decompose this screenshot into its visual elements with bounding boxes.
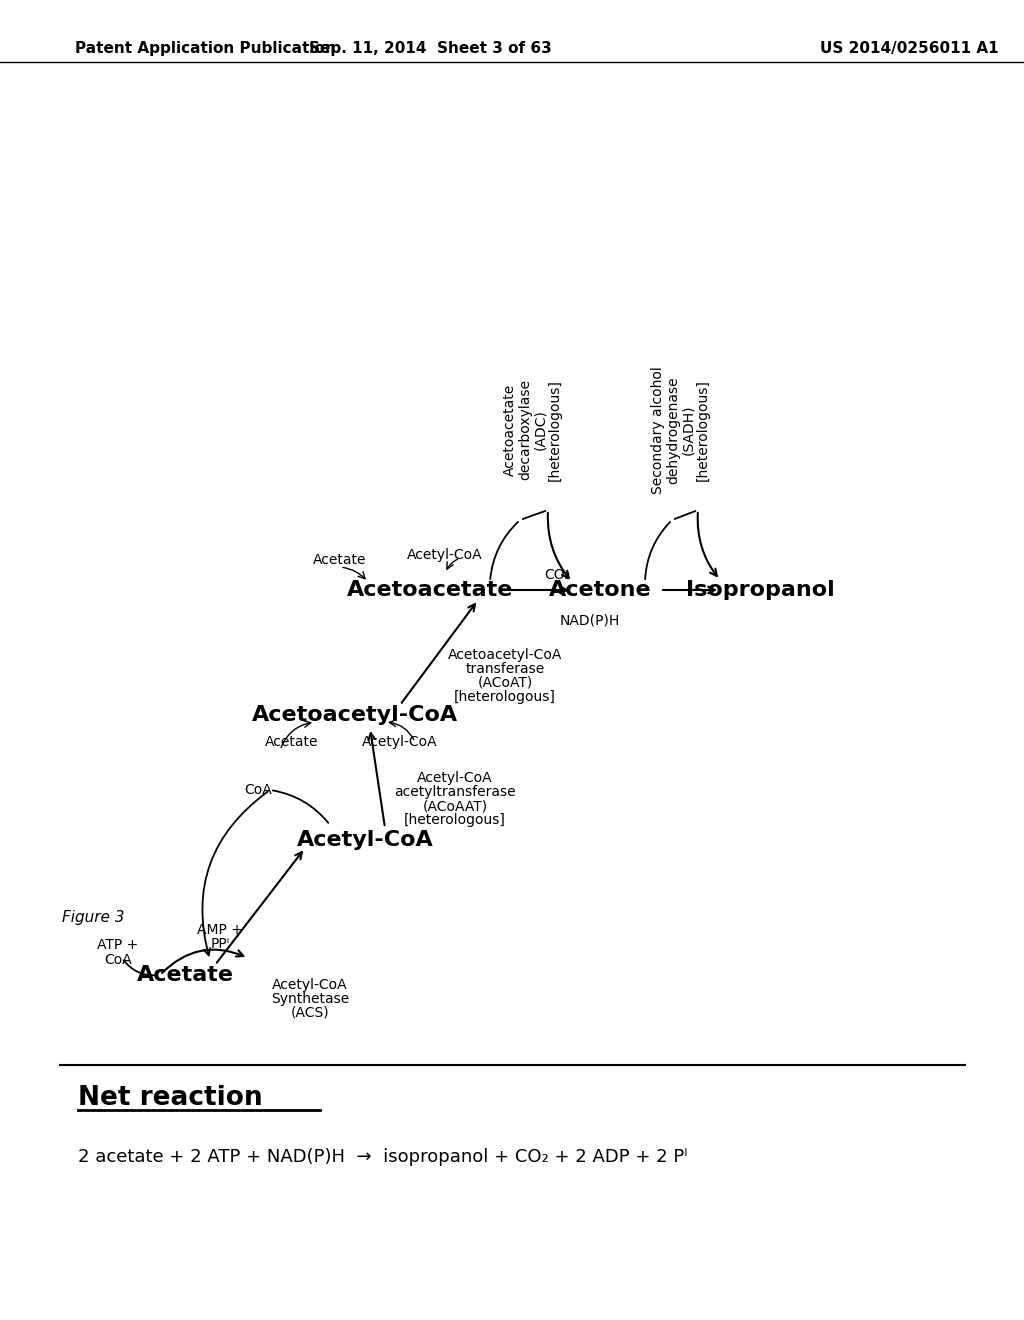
- Text: Acetyl-CoA: Acetyl-CoA: [297, 830, 433, 850]
- Text: (ADC): (ADC): [534, 409, 547, 450]
- Text: Patent Application Publication: Patent Application Publication: [75, 41, 336, 55]
- Text: (ACS): (ACS): [291, 1006, 330, 1020]
- Text: transferase: transferase: [465, 663, 545, 676]
- Text: CO₂: CO₂: [544, 568, 570, 582]
- Text: Sep. 11, 2014  Sheet 3 of 63: Sep. 11, 2014 Sheet 3 of 63: [308, 41, 551, 55]
- Text: Acetoacetate: Acetoacetate: [503, 384, 517, 477]
- Text: Figure 3: Figure 3: [62, 909, 125, 925]
- Text: decarboxylase: decarboxylase: [518, 380, 532, 480]
- Text: PPᴵ: PPᴵ: [210, 937, 229, 950]
- Text: Acetate: Acetate: [313, 553, 367, 568]
- Text: US 2014/0256011 A1: US 2014/0256011 A1: [820, 41, 998, 55]
- Text: [heterologous]: [heterologous]: [454, 690, 556, 704]
- Text: (SADH): (SADH): [681, 405, 695, 455]
- Text: CoA: CoA: [244, 783, 272, 797]
- Text: [heterologous]: [heterologous]: [404, 813, 506, 828]
- Text: (ACoAAT): (ACoAAT): [423, 799, 487, 813]
- Text: Acetyl-CoA: Acetyl-CoA: [362, 735, 438, 748]
- Text: Synthetase: Synthetase: [271, 993, 349, 1006]
- Text: [heterologous]: [heterologous]: [548, 379, 562, 480]
- Text: Acetyl-CoA: Acetyl-CoA: [272, 978, 348, 993]
- Text: Acetyl-CoA: Acetyl-CoA: [408, 548, 482, 562]
- Text: Net reaction: Net reaction: [78, 1085, 262, 1111]
- Text: Acetoacetyl-CoA: Acetoacetyl-CoA: [252, 705, 458, 725]
- Text: (ACoAT): (ACoAT): [477, 676, 532, 690]
- Text: NAD(P)H: NAD(P)H: [560, 612, 621, 627]
- Text: AMP +: AMP +: [197, 923, 243, 937]
- Text: acetyltransferase: acetyltransferase: [394, 785, 516, 799]
- Text: dehydrogenase: dehydrogenase: [666, 376, 680, 484]
- Text: Acetoacetate: Acetoacetate: [347, 579, 513, 601]
- Text: [heterologous]: [heterologous]: [696, 379, 710, 480]
- Text: Isopropanol: Isopropanol: [686, 579, 835, 601]
- Text: ATP +: ATP +: [97, 939, 138, 952]
- Text: Acetoacetyl-CoA: Acetoacetyl-CoA: [447, 648, 562, 663]
- Text: 2 acetate + 2 ATP + NAD(P)H  →  isopropanol + CO₂ + 2 ADP + 2 Pᴵ: 2 acetate + 2 ATP + NAD(P)H → isopropano…: [78, 1148, 687, 1166]
- Text: Acetone: Acetone: [549, 579, 651, 601]
- Text: Secondary alcohol: Secondary alcohol: [651, 366, 665, 494]
- Text: Acetyl-CoA: Acetyl-CoA: [417, 771, 493, 785]
- Text: CoA: CoA: [104, 953, 132, 968]
- Text: Acetate: Acetate: [136, 965, 233, 985]
- Text: Acetate: Acetate: [265, 735, 318, 748]
